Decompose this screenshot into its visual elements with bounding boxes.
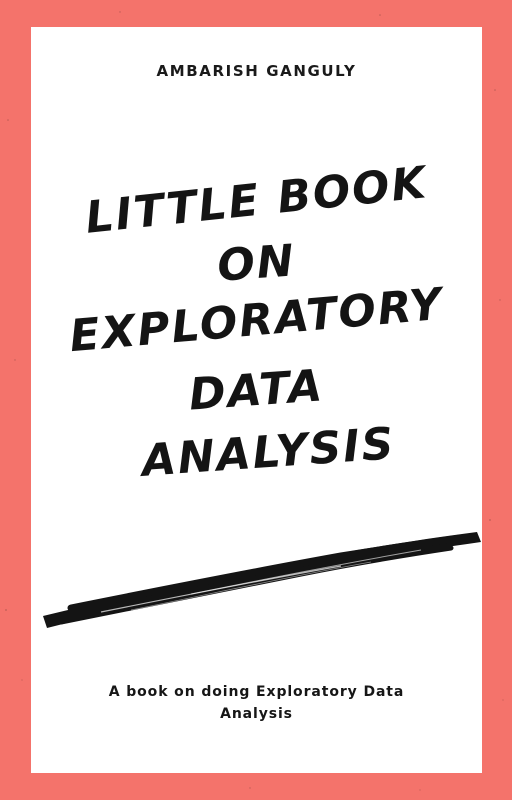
- book-tagline: A book on doing Exploratory Data Analysi…: [51, 681, 462, 725]
- tagline-line-2: Analysis: [220, 706, 293, 722]
- tagline-line-1: A book on doing Exploratory Data: [108, 684, 405, 700]
- brush-stroke: [43, 532, 481, 628]
- author-name: AMBARISH GANGULY: [156, 62, 357, 80]
- cover-page: AMBARISH GANGULY LITTLE BOOK ON EXPLORAT…: [31, 27, 482, 773]
